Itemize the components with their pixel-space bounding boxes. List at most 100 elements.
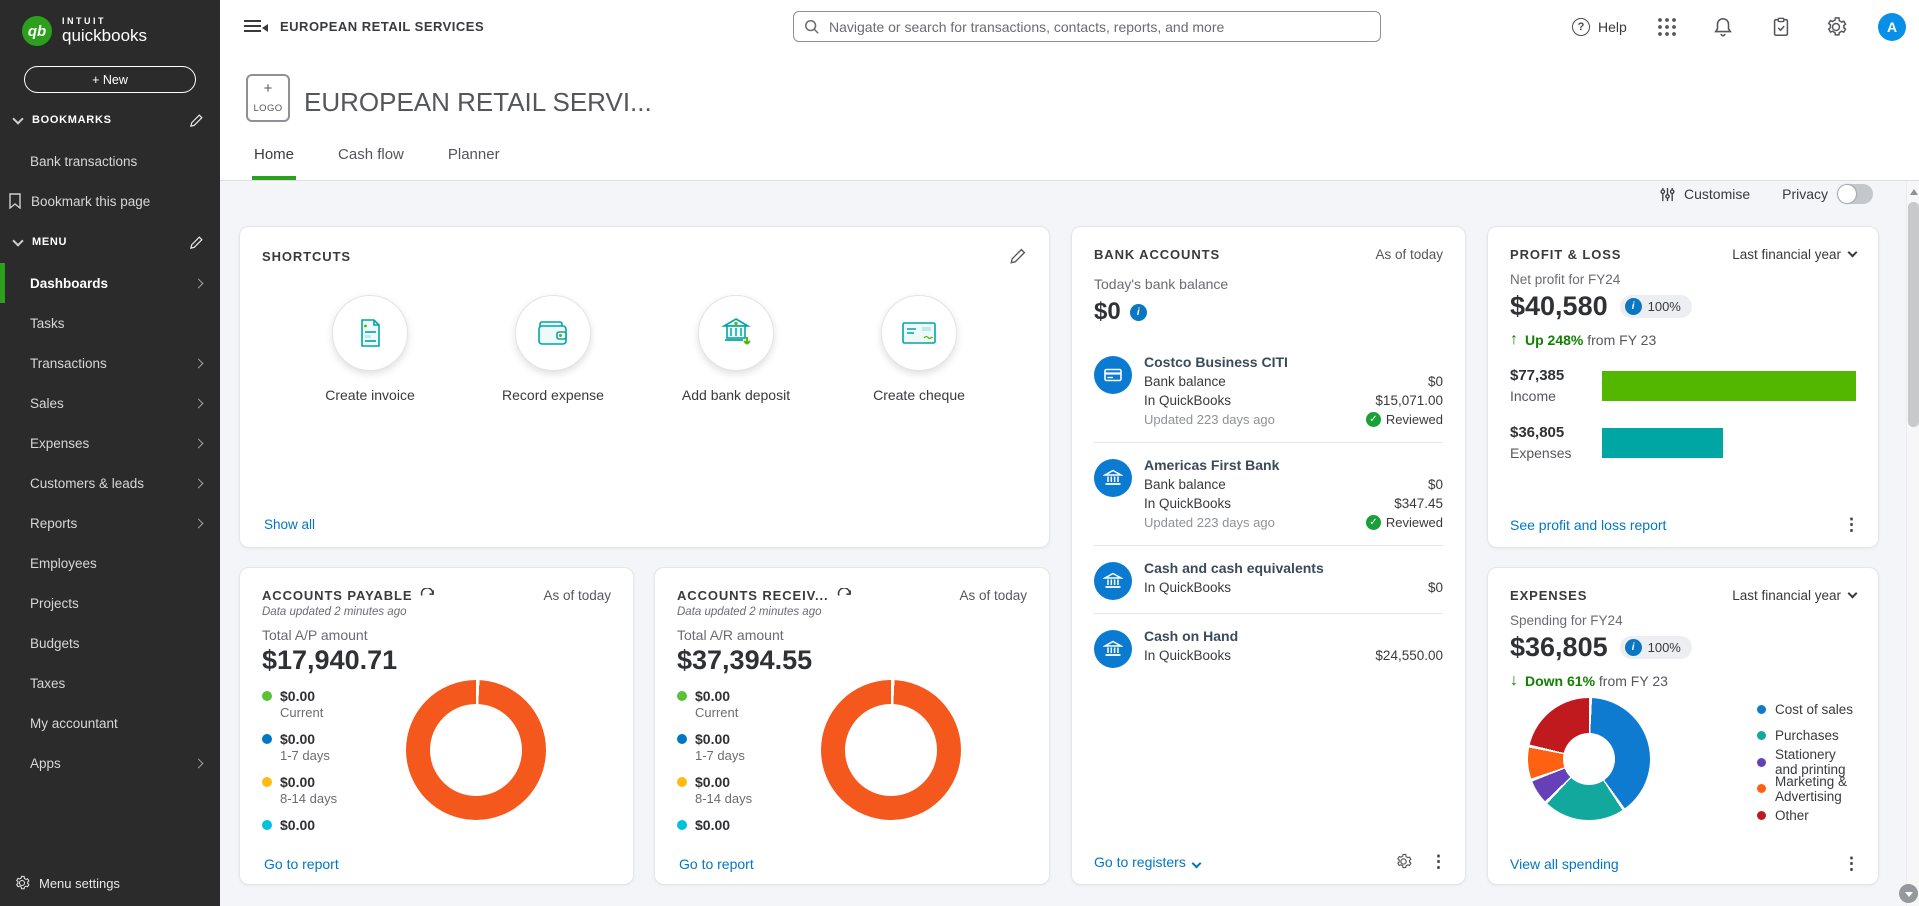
sidebar-item-taxes[interactable]: Taxes xyxy=(0,663,220,703)
shortcut-record-expense[interactable]: Record expense xyxy=(489,295,617,405)
chevron-right-icon xyxy=(194,358,204,368)
expenses-card: EXPENSES Last financial year Spending fo… xyxy=(1487,567,1879,885)
chevron-right-icon xyxy=(194,758,204,768)
user-avatar[interactable]: A xyxy=(1878,13,1906,41)
expenses-legend: Cost of sales Purchases Stationery and p… xyxy=(1757,696,1856,829)
tab-cash-flow[interactable]: Cash flow xyxy=(336,146,406,180)
ar-go-to-report-link[interactable]: Go to report xyxy=(679,856,754,872)
search-input[interactable] xyxy=(829,19,1359,35)
pnl-period-dropdown[interactable]: Last financial year xyxy=(1732,247,1856,262)
bank-account-row[interactable]: Cash and cash equivalents In QuickBooks … xyxy=(1094,546,1443,614)
customise-button[interactable]: Customise xyxy=(1684,186,1750,202)
settings-gear-icon[interactable] xyxy=(1825,16,1849,40)
edit-bookmarks-icon[interactable] xyxy=(189,113,204,128)
expenses-period-dropdown[interactable]: Last financial year xyxy=(1732,588,1856,603)
shortcuts-title: SHORTCUTS xyxy=(262,249,351,264)
info-icon[interactable]: i xyxy=(1130,304,1147,321)
info-icon[interactable]: i xyxy=(1625,639,1642,656)
bank-account-row[interactable]: Costco Business CITI Bank balance In Qui… xyxy=(1094,340,1443,443)
bank-account-row[interactable]: Cash on Hand In QuickBooks $24,550.00 xyxy=(1094,614,1443,681)
sidebar-item-dashboards[interactable]: Dashboards xyxy=(0,263,220,303)
expenses-trend: ↓ Down 61% from FY 23 xyxy=(1510,672,1856,690)
sidebar-item-budgets[interactable]: Budgets xyxy=(0,623,220,663)
sidebar-item-customers-leads[interactable]: Customers & leads xyxy=(0,463,220,503)
bank-card-settings-gear-icon[interactable] xyxy=(1395,853,1412,870)
bookmarks-section-header[interactable]: BOOKMARKS xyxy=(0,99,220,141)
ar-total: $37,394.55 xyxy=(677,645,1027,676)
chevron-right-icon xyxy=(194,278,204,288)
sidebar-item-tasks[interactable]: Tasks xyxy=(0,303,220,343)
global-search[interactable] xyxy=(793,11,1381,42)
aging-item: $0.00 xyxy=(262,817,432,830)
income-bar-row: $77,385 Income xyxy=(1510,366,1856,406)
shortcut-create-cheque[interactable]: Create cheque xyxy=(855,295,983,405)
scroll-up-arrow[interactable] xyxy=(1910,189,1918,195)
show-all-link[interactable]: Show all xyxy=(264,517,315,532)
go-to-registers-link[interactable]: Go to registers xyxy=(1094,854,1200,870)
notifications-bell-icon[interactable] xyxy=(1712,16,1736,40)
income-bar[interactable] xyxy=(1602,371,1856,401)
sidebar-item-apps[interactable]: Apps xyxy=(0,743,220,783)
pnl-percent-badge: i100% xyxy=(1620,295,1692,318)
legend-dot xyxy=(1757,784,1766,793)
view-all-spending-link[interactable]: View all spending xyxy=(1510,856,1619,872)
aging-item: $0.00 Current xyxy=(677,688,847,720)
privacy-label: Privacy xyxy=(1782,186,1828,202)
sidebar-item-my-accountant[interactable]: My accountant xyxy=(0,703,220,743)
bank-card-kebab-menu[interactable]: ⋮ xyxy=(1430,853,1447,870)
sidebar-item-expenses[interactable]: Expenses xyxy=(0,423,220,463)
tab-home[interactable]: Home xyxy=(252,146,296,180)
sidebar-item-sales[interactable]: Sales xyxy=(0,383,220,423)
expenses-percent-badge: i100% xyxy=(1620,636,1692,659)
ap-updated: Data updated 2 minutes ago xyxy=(262,606,611,618)
bookmark-this-page[interactable]: Bookmark this page xyxy=(0,181,220,221)
tasks-clipboard-icon[interactable] xyxy=(1770,16,1794,40)
refresh-icon[interactable] xyxy=(420,588,435,603)
shortcut-add-bank-deposit[interactable]: Add bank deposit xyxy=(672,295,800,405)
scroll-down-button[interactable] xyxy=(1899,884,1918,903)
company-logo-upload[interactable]: + LOGO xyxy=(246,74,290,122)
sidebar-item-bank-transactions[interactable]: Bank transactions xyxy=(0,141,220,181)
legend-dot xyxy=(677,691,687,701)
chevron-right-icon xyxy=(194,398,204,408)
collapse-sidebar-icon[interactable] xyxy=(244,17,268,37)
bank-icon xyxy=(1094,630,1132,668)
pnl-kebab-menu[interactable]: ⋮ xyxy=(1843,516,1860,533)
chevron-right-icon xyxy=(194,518,204,528)
refresh-icon[interactable] xyxy=(837,588,852,603)
expenses-title: EXPENSES xyxy=(1510,588,1587,603)
expenses-amount: $36,805 xyxy=(1510,632,1608,663)
expenses-bar[interactable] xyxy=(1602,428,1723,458)
apps-grid-icon[interactable] xyxy=(1656,16,1680,40)
privacy-toggle[interactable] xyxy=(1837,184,1873,204)
sidebar-item-transactions[interactable]: Transactions xyxy=(0,343,220,383)
see-pnl-report-link[interactable]: See profit and loss report xyxy=(1510,517,1666,533)
new-button[interactable]: + New xyxy=(24,66,196,93)
sidebar-item-projects[interactable]: Projects xyxy=(0,583,220,623)
ap-go-to-report-link[interactable]: Go to report xyxy=(264,856,339,872)
expenses-donut-chart xyxy=(1528,698,1650,820)
tab-planner[interactable]: Planner xyxy=(446,146,502,180)
scrollbar-thumb[interactable] xyxy=(1908,202,1919,427)
quickbooks-logo[interactable]: qb INTUIT quickbooks xyxy=(0,0,220,54)
edit-shortcuts-icon[interactable] xyxy=(1009,247,1027,265)
menu-section-header[interactable]: MENU xyxy=(0,221,220,263)
info-icon[interactable]: i xyxy=(1625,298,1642,315)
help-button[interactable]: ? Help xyxy=(1572,0,1627,54)
bank-account-row[interactable]: Americas First Bank Bank balance In Quic… xyxy=(1094,443,1443,546)
reviewed-check-icon: ✓ xyxy=(1366,515,1381,530)
ar-updated: Data updated 2 minutes ago xyxy=(677,606,1027,618)
shortcut-create-invoice[interactable]: Create invoice xyxy=(306,295,434,405)
menu-settings-button[interactable]: Menu settings xyxy=(0,860,220,906)
bank-balance-label: Today's bank balance xyxy=(1094,276,1443,292)
expenses-kebab-menu[interactable]: ⋮ xyxy=(1843,855,1860,872)
bank-icon xyxy=(1094,459,1132,497)
sidebar-item-reports[interactable]: Reports xyxy=(0,503,220,543)
sidebar-item-employees[interactable]: Employees xyxy=(0,543,220,583)
edit-menu-icon[interactable] xyxy=(189,235,204,250)
legend-item: Purchases xyxy=(1757,723,1856,750)
legend-dot xyxy=(677,734,687,744)
sidebar: qb INTUIT quickbooks + New BOOKMARKS Ban… xyxy=(0,0,220,906)
bookmark-icon xyxy=(8,193,22,209)
vertical-scrollbar[interactable] xyxy=(1906,182,1919,906)
